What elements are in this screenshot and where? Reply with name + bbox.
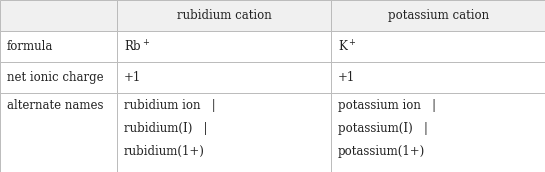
Text: alternate names: alternate names bbox=[7, 99, 103, 112]
Bar bbox=[331, 93, 545, 172]
Text: potassium cation: potassium cation bbox=[387, 9, 489, 22]
Text: potassium ion   |: potassium ion | bbox=[338, 99, 436, 112]
Text: net ionic charge: net ionic charge bbox=[7, 71, 103, 84]
Text: Rb$^+$: Rb$^+$ bbox=[124, 39, 150, 54]
Text: rubidium(I)   |: rubidium(I) | bbox=[124, 122, 207, 135]
Text: potassium(1+): potassium(1+) bbox=[338, 145, 425, 158]
Text: potassium(I)   |: potassium(I) | bbox=[338, 122, 428, 135]
Text: formula: formula bbox=[7, 40, 53, 53]
Bar bbox=[117, 31, 331, 62]
Text: +1: +1 bbox=[338, 71, 355, 84]
Bar bbox=[0, 0, 117, 31]
Text: rubidium(1+): rubidium(1+) bbox=[124, 145, 204, 158]
Text: K$^+$: K$^+$ bbox=[338, 39, 356, 54]
Bar bbox=[117, 93, 331, 172]
Bar bbox=[117, 62, 331, 93]
Text: +1: +1 bbox=[124, 71, 141, 84]
Bar bbox=[331, 0, 545, 31]
Bar bbox=[331, 31, 545, 62]
Text: rubidium ion   |: rubidium ion | bbox=[124, 99, 215, 112]
Bar bbox=[331, 62, 545, 93]
Text: rubidium cation: rubidium cation bbox=[177, 9, 271, 22]
Bar bbox=[0, 93, 117, 172]
Bar bbox=[117, 0, 331, 31]
Bar bbox=[0, 31, 117, 62]
Bar bbox=[0, 62, 117, 93]
